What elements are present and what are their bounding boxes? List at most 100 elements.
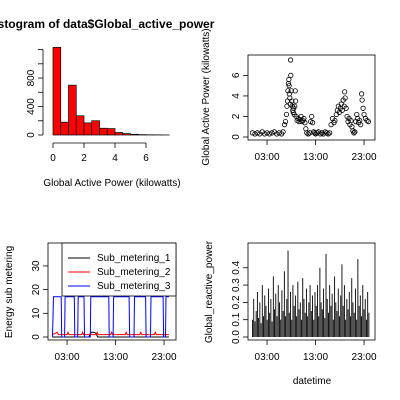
scatter-point (305, 131, 311, 137)
hist-y-tick-label: 800 (26, 69, 37, 86)
scatter-point (288, 88, 294, 94)
scatter-point (286, 76, 292, 83)
hist-bar (52, 47, 62, 136)
scatter-point (269, 130, 275, 136)
hist-x-tick-label: 2 (81, 153, 87, 164)
hist-bar (91, 120, 100, 136)
hist-x-tick-label: 4 (112, 153, 118, 164)
hist-xlabel: Global Active Power (kilowatts) (43, 178, 180, 189)
hist-y-tick-label: 0 (26, 132, 37, 138)
scatter-point (249, 130, 256, 136)
hist-bar (75, 115, 85, 136)
legend-label: Sub_metering_1 (97, 253, 171, 264)
scatter-point (354, 111, 360, 118)
scatter-point (283, 111, 290, 118)
scatter-point (348, 117, 354, 124)
hist-x-axis: 0 2 4 6 (50, 142, 149, 164)
scatter-point (287, 57, 294, 63)
submeter-line-sub-metering-3 (52, 296, 169, 338)
scatter-point (317, 131, 323, 137)
scatter-point (304, 130, 310, 136)
scatter-point (324, 130, 330, 136)
panel-histogram: Histogram of data$Global_active_power 0 4… (0, 17, 215, 189)
scatter-point (319, 130, 325, 136)
panel-active-power: 0 2 4 6 03:00 13:00 23:00 Global Active Power… (201, 28, 377, 165)
scatter-point (358, 122, 364, 128)
legend-label: Sub_metering_2 (97, 267, 171, 278)
reactive-y-tick-label: 0.0 (231, 330, 242, 344)
hist-x-tick-label: 6 (143, 153, 149, 164)
submeter-y-tick-label: 30 (31, 260, 42, 272)
scatter-point (359, 97, 365, 103)
scatter-y-tick-label: 6 (231, 72, 242, 78)
scatter-point (280, 129, 286, 135)
hist-bar (130, 133, 139, 136)
scatter-point (281, 122, 288, 128)
scatter-point (351, 130, 357, 136)
scatter-point (254, 130, 260, 136)
scatter-point (252, 131, 258, 137)
submeter-y-tick-label: 20 (31, 284, 42, 296)
reactive-y-tick-label: 0.3 (231, 278, 242, 292)
reactive-x-tick-label: 13:00 (303, 352, 328, 363)
scatter-point (325, 131, 331, 137)
scatter-point (302, 120, 308, 126)
scatter-point (262, 131, 268, 137)
scatter-point (360, 105, 366, 111)
scatter-point (292, 88, 298, 94)
submeter-ylabel: Energy sub metering (4, 246, 15, 338)
panel-reactive-power: 0.0 0.1 0.2 0.3 0.4 03:00 13:00 23:00 Global_r… (204, 240, 377, 387)
scatter-point (282, 119, 289, 125)
legend-box (61, 242, 177, 297)
reactive-plot-box (247, 242, 376, 341)
scatter-point (364, 117, 370, 124)
scatter-point (352, 129, 358, 135)
hist-y-axis: 0 400 800 (26, 49, 44, 138)
scatter-point (293, 98, 299, 104)
hist-x-tick-label: 0 (50, 153, 56, 164)
hist-bar (68, 84, 77, 136)
scatter-point (310, 120, 316, 126)
reactive-x-axis: 03:00 13:00 23:00 (255, 340, 377, 363)
reactive-x-tick-label: 23:00 (352, 352, 377, 363)
scatter-point (274, 131, 280, 137)
scatter-y-axis: 0 2 4 6 (231, 72, 248, 140)
hist-title: Histogram of data$Global_active_power (0, 17, 215, 31)
scatter-plot-box (247, 54, 376, 141)
reactive-y-axis: 0.0 0.1 0.2 0.3 0.4 (231, 260, 248, 344)
scatter-point (365, 119, 372, 125)
hist-bar (60, 121, 69, 136)
scatter-x-tick-label: 03:00 (255, 152, 280, 163)
legend-label: Sub_metering_3 (97, 281, 171, 292)
reactive-x-tick-label: 03:00 (255, 352, 280, 363)
scatter-point (359, 91, 365, 97)
scatter-x-tick-label: 23:00 (352, 152, 377, 163)
scatter-point (314, 130, 320, 136)
scatter-y-tick-label: 4 (231, 93, 242, 99)
hist-bars (52, 47, 170, 136)
reactive-y-tick-label: 0.2 (231, 295, 242, 309)
scatter-point (342, 89, 348, 95)
submeter-line-sub-metering-2 (52, 330, 169, 336)
scatter-ylabel: Global Active Power (kilowatts) (201, 28, 212, 165)
scatter-points (249, 57, 372, 137)
scatter-x-tick-label: 13:00 (303, 152, 328, 163)
scatter-point (309, 113, 315, 120)
submeter-x-axis: 03:00 13:00 23:00 (55, 340, 177, 363)
submeter-lines (52, 296, 169, 338)
hist-bar (114, 132, 124, 136)
hist-bar (83, 122, 93, 136)
submeter-y-axis: 0 10 20 30 (31, 260, 48, 340)
scatter-point (286, 83, 292, 89)
scatter-point (339, 107, 345, 113)
submeter-x-tick-label: 23:00 (152, 352, 177, 363)
reactive-y-tick-label: 0.1 (231, 312, 242, 326)
scatter-point (332, 117, 338, 124)
submeter-y-tick-label: 10 (31, 307, 42, 319)
scatter-point (288, 72, 294, 79)
reactive-y-tick-label: 0.4 (231, 260, 242, 274)
scatter-y-tick-label: 0 (231, 134, 242, 140)
reactive-xlabel: datetime (293, 376, 332, 387)
